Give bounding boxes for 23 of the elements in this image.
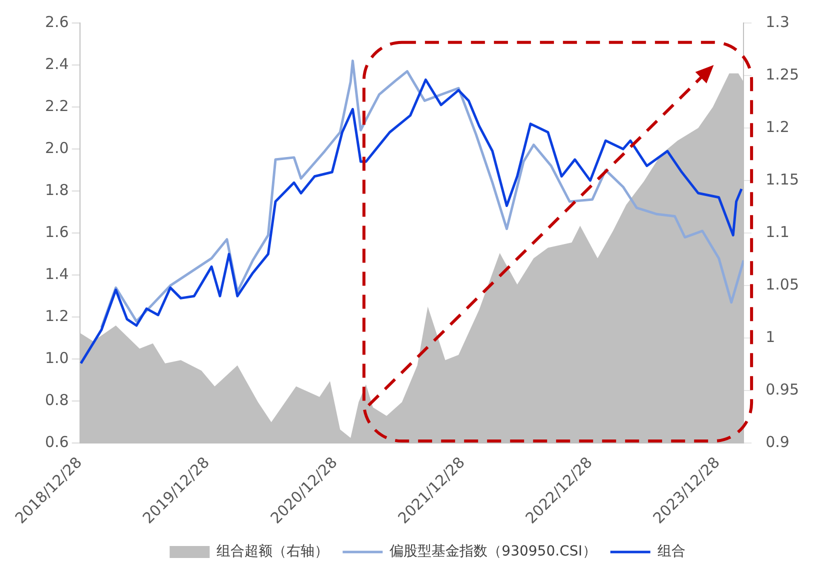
y-tick-label: 1.0: [44, 349, 69, 367]
y2-tick-label: 1.05: [766, 275, 800, 294]
y2-tick-label: 1.2: [766, 118, 790, 136]
legend-label: 组合超额（右轴）: [216, 544, 329, 560]
y-tick-label: 1.8: [44, 180, 69, 199]
y2-tick-label: 1: [766, 328, 776, 346]
y-tick-label: 0.6: [44, 433, 69, 452]
y-tick-label: 2.2: [44, 96, 69, 115]
y-tick-label: 1.2: [44, 306, 69, 325]
y2-tick-label: 0.95: [766, 380, 800, 399]
legend-label: 组合: [657, 544, 686, 560]
y-tick-label: 0.8: [44, 391, 69, 410]
y-tick-label: 1.4: [44, 264, 69, 283]
y2-tick-label: 1.1: [766, 222, 790, 241]
y2-tick-label: 1.25: [766, 65, 800, 84]
y2-tick-label: 0.9: [766, 433, 790, 452]
legend-label: 偏股型基金指数（930950.CSI）: [390, 544, 596, 560]
y-tick-label: 1.6: [44, 222, 69, 241]
y2-tick-label: 1.3: [766, 12, 790, 31]
y-tick-label: 2.4: [44, 54, 69, 73]
y2-tick-label: 1.15: [766, 170, 800, 188]
y-tick-label: 2.0: [44, 138, 69, 157]
y-tick-label: 2.6: [44, 12, 69, 31]
